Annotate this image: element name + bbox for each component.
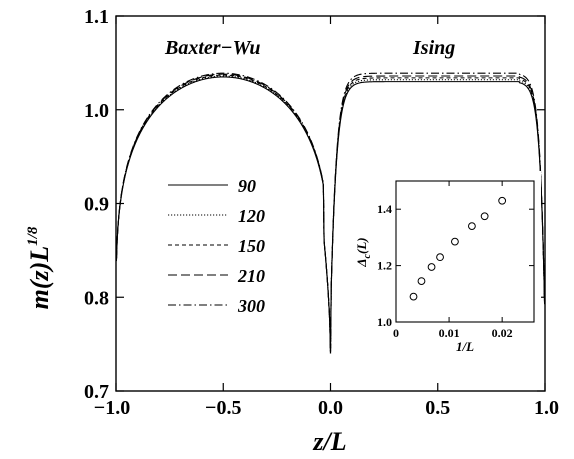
- x-axis-title: z/L: [312, 427, 346, 456]
- series-line-210: [115, 73, 546, 354]
- inset-data-point: [409, 292, 418, 301]
- legend-label-90: 90: [238, 176, 256, 196]
- inset-background: [352, 171, 541, 369]
- legend: 90 120 150 210 300: [168, 176, 265, 316]
- inset-y-axis-title: Δc(L): [354, 237, 373, 267]
- inset-x-tick-label: 0: [393, 326, 399, 340]
- y-axis-title-exponent: 1/8: [25, 226, 41, 246]
- y-axis-title: m(z)L1/8: [25, 226, 54, 309]
- legend-label-150: 150: [238, 236, 265, 256]
- series-line-300: [115, 72, 546, 354]
- y-tick-label: 0.8: [84, 287, 109, 309]
- inset-y-tick-label: 1.2: [377, 259, 392, 273]
- inset-data-point: [480, 212, 489, 221]
- inset-y-title-main: Δ: [354, 258, 369, 267]
- inset-frame: [395, 180, 535, 323]
- inset-x-tick-label: 0.02: [492, 326, 513, 340]
- inset-y-title-sub: c: [362, 253, 373, 258]
- y-tick-label: 0.9: [84, 194, 109, 216]
- inset-y-tick-label: 1.0: [377, 315, 392, 329]
- svg-text:Δc(L): Δc(L): [354, 237, 373, 267]
- x-tick-label: 0.0: [318, 397, 343, 419]
- legend-label-300: 300: [237, 296, 265, 316]
- inset-y-tick-label: 1.4: [377, 202, 392, 216]
- x-tick-label: −1.0: [94, 397, 130, 419]
- inset-data-point: [427, 263, 436, 271]
- main-curves-group: [115, 72, 546, 354]
- x-tick-label: 0.5: [425, 397, 450, 419]
- inset-data-point: [417, 277, 426, 286]
- annotation-baxter-wu: Baxter−Wu: [164, 37, 260, 59]
- inset-x-axis-title: 1/L: [456, 339, 474, 354]
- legend-label-210: 210: [237, 266, 265, 286]
- y-tick-label: 1.1: [84, 6, 109, 28]
- main-ticks-group: −1.0 −0.5 0.0 0.5 1.0 0.7 0.8 0.9 1.0 1.1: [84, 6, 559, 419]
- annotation-ising: Ising: [412, 37, 455, 59]
- inset-data-point: [468, 222, 476, 231]
- svg-text:m(z)L1/8: m(z)L1/8: [25, 226, 54, 309]
- legend-label-120: 120: [238, 206, 265, 226]
- x-tick-label: 1.0: [534, 397, 559, 419]
- inset-y-title-tail: (L): [354, 237, 369, 254]
- inset-x-tick-label: 0.01: [439, 326, 460, 340]
- series-line-150: [115, 74, 546, 354]
- inset-plot: 0 0.01 0.02 1.0 1.2 1.4 1/L Δc(L): [352, 171, 541, 369]
- y-tick-label: 1.0: [84, 100, 109, 122]
- inset-data-point: [498, 196, 507, 205]
- x-tick-label: −0.5: [205, 397, 241, 419]
- inset-data-point: [436, 253, 444, 262]
- y-tick-label: 0.7: [84, 381, 109, 403]
- inset-data-point: [451, 237, 459, 246]
- y-axis-title-main: m(z)L: [25, 246, 54, 310]
